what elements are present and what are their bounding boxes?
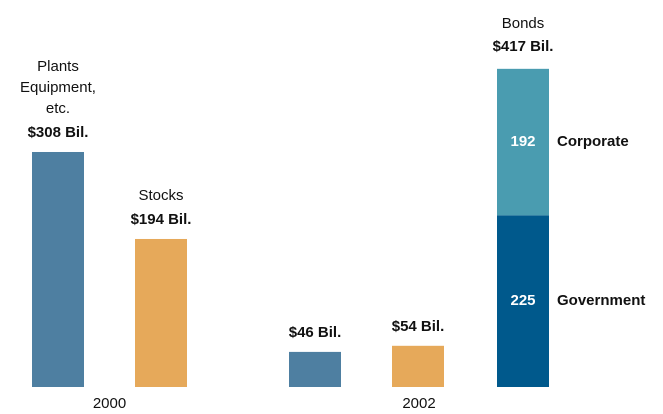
bar-name: Equipment,	[20, 79, 96, 96]
value-label: $308 Bil.	[28, 124, 89, 141]
segment-value: 192	[510, 133, 535, 150]
segment-name: Corporate	[557, 133, 629, 150]
bar-name: Stocks	[138, 187, 183, 204]
group-label: 2002	[402, 395, 435, 412]
bar	[289, 351, 341, 387]
bar	[32, 151, 84, 387]
segment-value: 225	[510, 292, 535, 309]
bar-name: Bonds	[502, 15, 545, 32]
bar	[135, 238, 187, 387]
group-label: 2000	[93, 395, 126, 412]
total-label: $417 Bil.	[493, 38, 554, 55]
segment-name: Government	[557, 292, 645, 309]
value-label: $46 Bil.	[289, 324, 342, 341]
bar	[392, 345, 444, 387]
value-label: $54 Bil.	[392, 318, 445, 335]
value-label: $194 Bil.	[131, 211, 192, 228]
bar-segment	[497, 68, 549, 216]
bar-name: etc.	[46, 100, 70, 117]
bar-segment	[497, 215, 549, 387]
bar-name: Plants	[37, 58, 79, 75]
